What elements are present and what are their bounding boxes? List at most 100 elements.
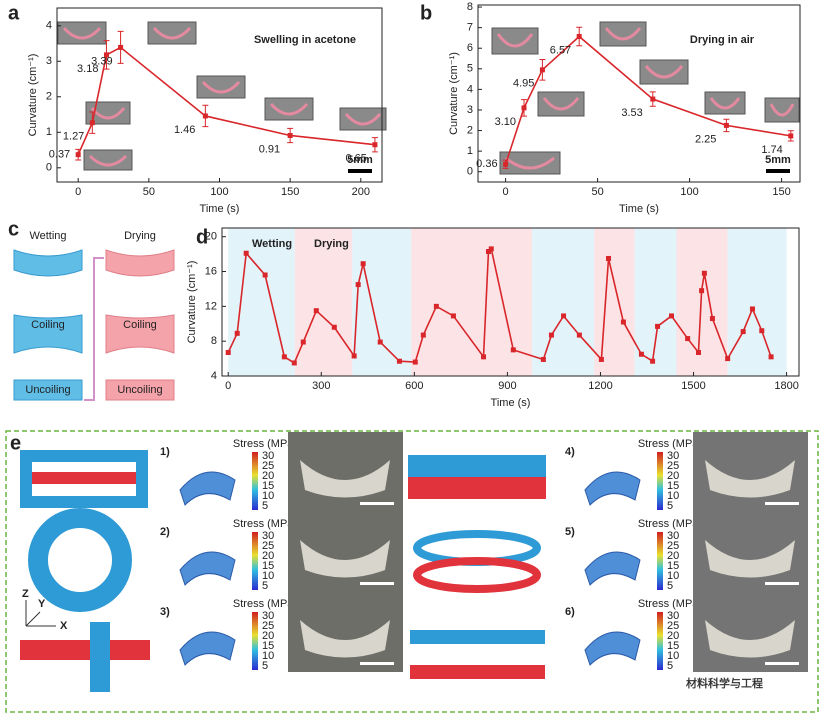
fem-shape [179,551,236,586]
step-label: Uncoiling [25,384,70,396]
sample-shape [496,33,534,48]
panel-label: e [10,432,21,454]
panel-label: d [196,226,208,248]
stress-title: Stress (MPa) [233,598,297,610]
data-point [262,272,268,278]
fem-shape [584,551,641,586]
data-point [740,329,746,335]
stress-title: Stress (MPa) [638,518,702,530]
item-label: 4) [565,446,575,458]
data-point [118,44,124,50]
data-label: 2.25 [695,133,716,145]
data-point [433,303,439,309]
step-label: Wetting [29,230,66,242]
x-tick-label: 900 [498,380,516,392]
fem-shape [179,631,236,666]
colorbar-tick: 25 [667,540,679,552]
chart-title: Swelling in acetone [254,34,356,46]
colorbar-tick: 30 [667,450,679,462]
item-label: 6) [565,606,575,618]
x-axis-label: Time (s) [619,203,659,215]
data-point [234,330,240,336]
pink-strip [105,249,175,277]
inset-photo [264,97,314,121]
data-point [749,306,755,312]
y-tick-label: 1 [46,126,52,138]
colorbar [657,612,663,670]
data-point [485,249,491,255]
x-tick-label: 200 [352,186,370,198]
y-tick-label: 2 [46,91,52,103]
sample-shape [269,102,309,116]
x-tick-label: 600 [405,380,423,392]
data-point [695,349,701,355]
sample-shape [62,26,102,40]
y-tick-label: 2 [467,124,473,136]
colorbar-tick: 30 [667,530,679,542]
pink-strip [105,379,175,401]
data-label: 3.39 [91,55,112,67]
inset-photo [764,97,800,123]
stress-title: Stress (MPa) [638,598,702,610]
sample-shape [644,65,684,79]
data-point [655,323,661,329]
scale-bar [360,662,394,665]
colorbar-tick: 25 [262,620,274,632]
item-label: 1) [160,446,170,458]
y-tick-label: 4 [46,20,52,32]
sample-shape [201,80,241,94]
y-axis-label: Curvature (cm⁻¹) [186,261,198,344]
data-point [669,313,675,319]
data-point [768,354,774,360]
sample [300,540,390,578]
colorbar [252,452,258,510]
panel-e-frame [5,430,819,713]
annotation: Drying [314,238,349,250]
data-point [412,359,418,365]
data-point [606,255,612,261]
colorbar [657,452,663,510]
wet-strip [13,379,83,401]
x-tick-label: 0 [503,186,509,198]
data-point [650,358,656,364]
x-tick-label: 100 [680,186,698,198]
panel-label: c [8,218,19,240]
y-tick-label: 7 [467,22,473,34]
data-point [331,324,337,330]
inset-photo [147,21,197,45]
data-point [503,161,509,167]
data-label: 1.74 [761,144,782,156]
data-point [75,152,81,158]
y-tick-label: 8 [211,335,217,347]
sample [705,460,795,498]
data-label: 0.91 [259,143,280,155]
sample-shape [542,97,580,111]
colorbar-tick: 10 [667,650,679,662]
chart-title: Drying in air [690,34,755,46]
data-point [300,339,306,345]
colorbar-tick: 15 [262,480,274,492]
inset-photo [85,101,131,125]
data-point [377,339,383,345]
inset-photo [639,59,689,85]
wet-strip [13,249,83,277]
colorbar-tick: 20 [262,630,274,642]
step-label: Coiling [31,319,65,331]
sample [300,460,390,498]
data-point [243,250,249,256]
data-label: 3.53 [621,107,642,119]
data-point [360,261,366,267]
colorbar-tick: 30 [667,610,679,622]
colorbar-tick: 20 [262,470,274,482]
bilayer-red [408,477,546,499]
data-label: 3.10 [495,116,516,128]
data-label: 4.95 [513,78,534,90]
x-axis-label: Time (s) [200,203,240,215]
data-point [420,332,426,338]
data-point [701,270,707,276]
data-point [638,351,644,357]
data-label: 1.46 [174,124,195,136]
phase-band [228,228,295,376]
colorbar-tick: 10 [667,570,679,582]
sample-shape [709,97,741,110]
